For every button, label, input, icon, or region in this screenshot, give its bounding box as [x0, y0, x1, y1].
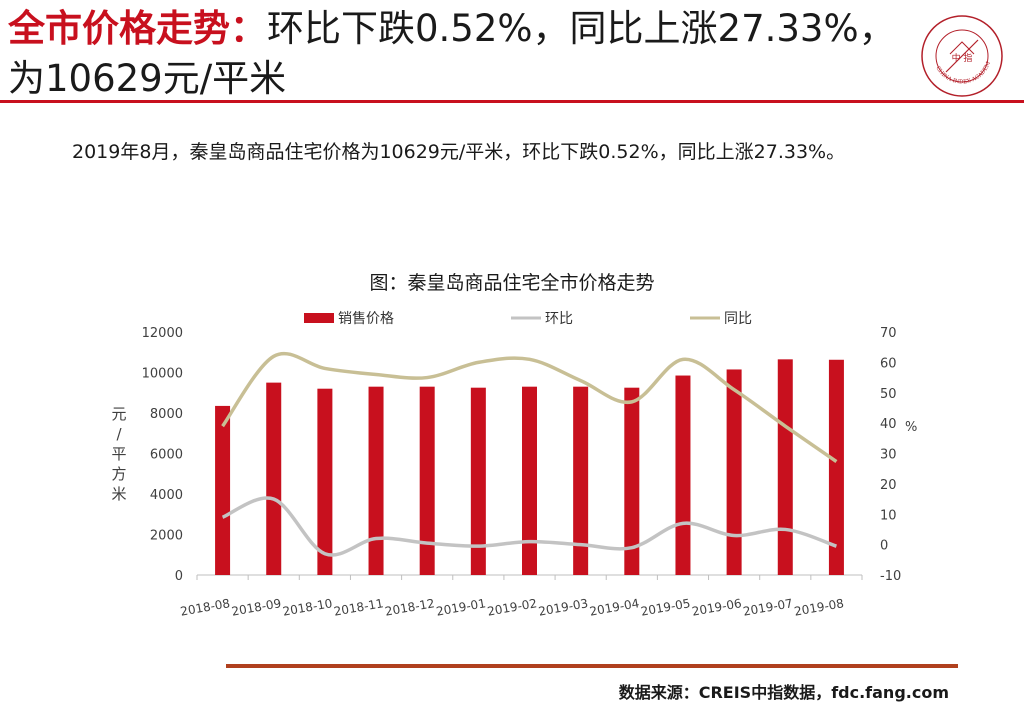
- x-axis-tick-label: 2019-06: [691, 596, 743, 618]
- left-axis-tick: 12000: [142, 326, 183, 341]
- x-axis-tick-label: 2018-12: [384, 596, 436, 618]
- left-axis-tick: 8000: [150, 407, 183, 422]
- bottom-divider: [226, 664, 958, 668]
- mom-line: [221, 496, 838, 557]
- x-axis-tick-label: 2018-11: [333, 596, 385, 618]
- price-bar: [573, 386, 589, 575]
- left-axis-tick: 4000: [150, 488, 183, 503]
- data-source: 数据来源：CREIS中指数据，fdc.fang.com: [618, 683, 949, 702]
- x-axis-tick-label: 2019-01: [435, 596, 487, 618]
- price-trend-chart: 0 2000 4000 6000 8000 10000 12000 -10 0 10 20 30 40 5…: [142, 311, 918, 619]
- left-axis-tick: 0: [175, 569, 183, 584]
- page-title: 全市价格走势：环比下跌0.52%，同比上涨27.33%，为10629元/平米: [8, 4, 908, 104]
- right-axis-tick: 20: [880, 478, 897, 493]
- left-axis-label: 元 / 平方米: [111, 405, 127, 503]
- price-bar: [266, 382, 282, 575]
- yoy-line: [221, 351, 838, 464]
- svg-text:CHINA INDEX ACADEMY: CHINA INDEX ACADEMY: [920, 14, 992, 86]
- price-bar: [624, 387, 640, 575]
- x-axis-tick-label: 2019-08: [793, 596, 845, 618]
- right-axis-tick: 0: [880, 539, 888, 554]
- price-bar: [675, 375, 691, 575]
- right-axis-tick: -10: [880, 569, 901, 584]
- legend-label: 销售价格: [338, 311, 394, 327]
- price-bar: [368, 386, 384, 575]
- price-bar: [777, 359, 793, 575]
- china-index-academy-logo: 中 指 CHINA INDEX ACADEMY: [920, 14, 1003, 97]
- legend-label: 同比: [724, 311, 752, 327]
- price-bar: [317, 388, 333, 575]
- right-axis-tick: 70: [880, 326, 897, 341]
- price-bar: [522, 386, 537, 575]
- right-axis-label: %: [905, 420, 917, 435]
- left-axis-tick: 2000: [150, 529, 183, 544]
- summary-text: 2019年8月，秦皇岛商品住宅价格为10629元/平米，环比下跌0.52%，同比…: [72, 141, 846, 163]
- price-bar: [828, 359, 844, 575]
- x-axis-tick-label: 2018-09: [230, 596, 282, 618]
- page-title-text: 环比下跌0.52%，同比上涨27.33%，为10629元/平米: [8, 7, 896, 100]
- x-axis-tick-label: 2018-08: [179, 596, 231, 618]
- x-axis-tick-label: 2019-05: [640, 596, 692, 618]
- right-axis-tick: 10: [880, 508, 897, 523]
- right-axis-tick: 40: [880, 417, 897, 432]
- legend-swatch: [304, 313, 334, 323]
- right-axis-tick: 50: [880, 387, 897, 402]
- price-bar: [419, 386, 435, 575]
- left-axis-tick: 10000: [142, 367, 183, 382]
- price-bar: [470, 387, 486, 575]
- x-axis-tick-label: 2019-07: [742, 596, 794, 618]
- x-axis-tick-label: 2019-03: [537, 596, 589, 618]
- x-axis-tick-label: 2019-02: [486, 596, 538, 618]
- price-bar: [726, 369, 742, 575]
- right-axis-tick: 60: [880, 356, 897, 371]
- title-divider: [0, 100, 1024, 103]
- x-axis-tick-label: 2019-04: [589, 596, 641, 618]
- right-axis-tick: 30: [880, 448, 897, 463]
- svg-text:中 指: 中 指: [952, 52, 973, 64]
- x-axis-tick-label: 2018-10: [282, 596, 334, 618]
- page-title-highlight: 全市价格走势：: [8, 7, 267, 50]
- legend-label: 环比: [545, 311, 573, 327]
- price-bar: [215, 405, 231, 575]
- chart-title: 图：秦皇岛商品住宅全市价格走势: [369, 272, 655, 294]
- left-axis-tick: 6000: [150, 448, 183, 463]
